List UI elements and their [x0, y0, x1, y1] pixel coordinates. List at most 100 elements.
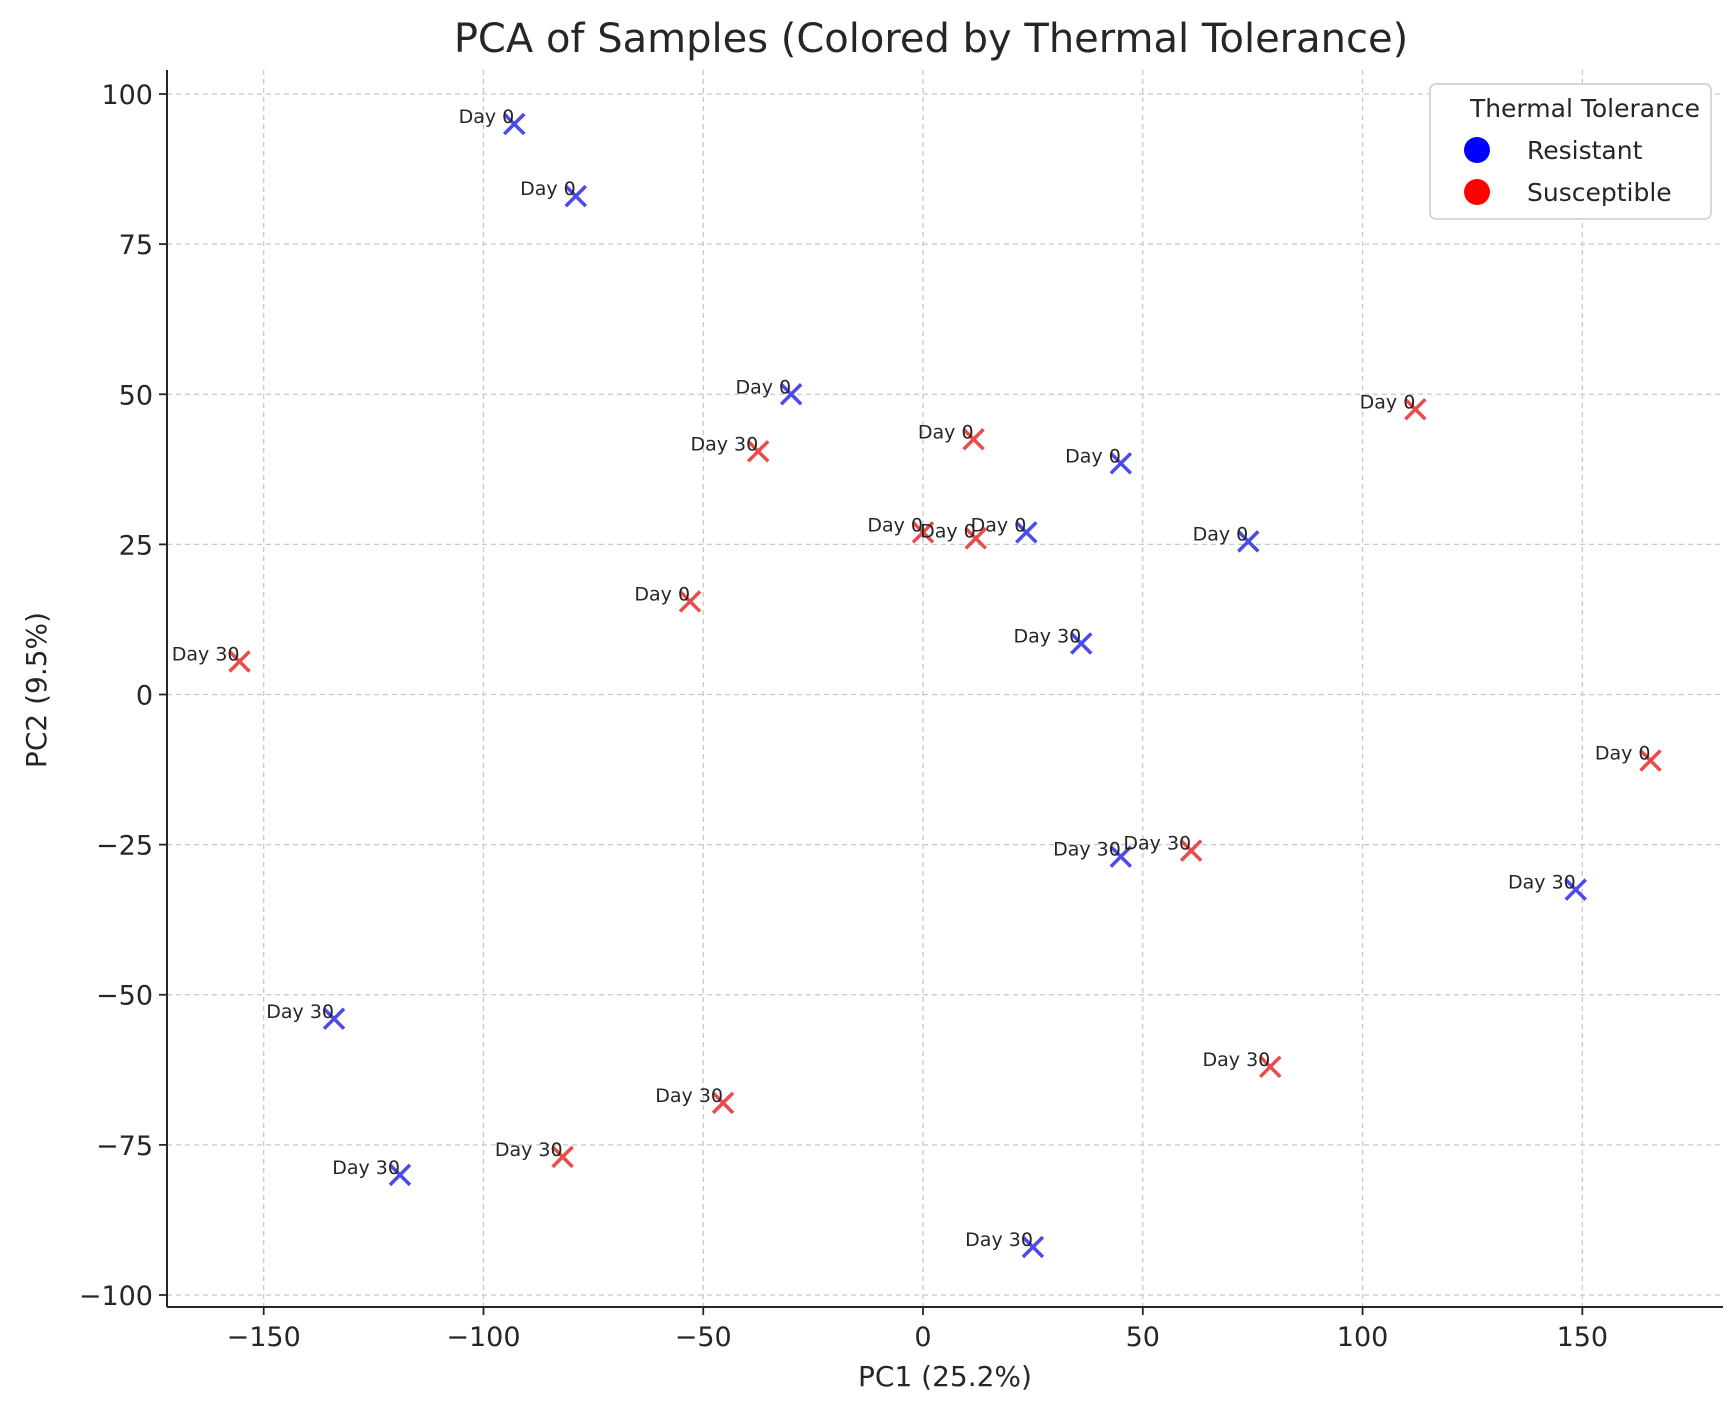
data-point-label: Day 30: [1203, 1049, 1271, 1071]
y-tick-label: −100: [79, 1281, 153, 1312]
x-tick-label: 0: [914, 1322, 931, 1353]
marker-stroke: [779, 383, 803, 406]
marker-stroke: [1237, 530, 1260, 553]
marker-stroke: [678, 590, 702, 613]
data-point-label: Day 0: [1065, 445, 1121, 467]
legend-marker-susceptible: [1464, 179, 1490, 205]
marker-stroke: [322, 1007, 346, 1031]
data-point-marker: [1564, 878, 1587, 901]
data-point-marker: [564, 184, 588, 208]
marker-stroke: [1021, 1235, 1045, 1259]
data-point-marker: [746, 440, 770, 463]
data-point-marker: [964, 527, 988, 550]
x-axis-label: PC1 (25.2%): [858, 1360, 1032, 1393]
data-point-marker: [228, 650, 251, 673]
y-tick-label: 0: [136, 681, 153, 712]
y-tick-label: −75: [96, 1131, 153, 1162]
data-point-marker: [962, 428, 985, 451]
marker-stroke: [503, 112, 526, 136]
data-point-marker: [1259, 1055, 1282, 1079]
data-point-label: Day 0: [1193, 523, 1249, 545]
marker-stroke: [564, 184, 588, 208]
y-tick-label: 25: [119, 530, 153, 561]
marker-stroke: [1259, 1055, 1282, 1079]
legend: Thermal Tolerance Resistant Susceptible: [1429, 83, 1712, 220]
y-axis-label: PC2 (9.5%): [20, 612, 53, 768]
data-point-label: Day 0: [867, 514, 923, 536]
data-point-label: Day 0: [1360, 391, 1416, 413]
y-tick-label: −25: [96, 831, 153, 862]
marker-stroke: [711, 1091, 735, 1115]
marker-stroke: [1109, 845, 1133, 868]
data-point-marker: [388, 1163, 412, 1187]
data-point-marker: [322, 1007, 346, 1031]
data-point-marker: [1109, 452, 1133, 475]
x-tick-label: 100: [1337, 1322, 1389, 1353]
x-tick-label: −50: [675, 1322, 732, 1353]
data-point-marker: [1237, 530, 1260, 553]
chart-title: PCA of Samples (Colored by Thermal Toler…: [454, 16, 1408, 62]
marker-stroke: [962, 428, 985, 451]
data-point-marker: [1109, 845, 1133, 868]
marker-stroke: [228, 650, 251, 673]
data-point-label: Day 30: [965, 1229, 1033, 1251]
marker-stroke: [1639, 749, 1662, 772]
marker-stroke: [1404, 398, 1427, 421]
legend-marker-resistant: [1464, 137, 1490, 163]
data-point-label: Day 30: [1508, 872, 1576, 894]
marker-stroke: [746, 440, 770, 463]
x-tick-label: 150: [1557, 1322, 1609, 1353]
x-tick-label: 50: [1126, 1322, 1160, 1353]
data-point-label: Day 30: [655, 1085, 723, 1107]
marker-stroke: [1109, 452, 1133, 475]
data-point-marker: [1404, 398, 1427, 421]
data-point-label: Day 0: [459, 106, 515, 128]
legend-label-susceptible: Susceptible: [1527, 178, 1672, 207]
data-point-marker: [779, 383, 803, 406]
marker-stroke: [1564, 878, 1587, 901]
axes: [166, 70, 1723, 1308]
data-point-label: Day 0: [920, 520, 976, 542]
data-point-marker: [503, 112, 526, 136]
data-point-label: Day 0: [736, 376, 792, 398]
data-point-label: Day 30: [266, 1001, 334, 1023]
x-tick-label: −150: [227, 1322, 301, 1353]
x-axis-ticks: −150 −100 −50 0 50 100 150: [227, 1307, 1609, 1353]
data-point-label: Day 30: [690, 433, 758, 455]
data-point-marker: [711, 1091, 735, 1115]
legend-label-resistant: Resistant: [1527, 136, 1643, 165]
y-tick-label: −50: [96, 981, 153, 1012]
data-point-label: Day 30: [1053, 839, 1121, 861]
data-point-label: Day 30: [1014, 625, 1082, 647]
data-point-label: Day 0: [1595, 743, 1651, 765]
data-point-marker: [1639, 749, 1662, 772]
marker-stroke: [911, 521, 935, 544]
data-point-label: Day 30: [495, 1139, 563, 1161]
data-point-marker: [1021, 1235, 1045, 1259]
data-point-marker: [1015, 521, 1038, 544]
marker-stroke: [1070, 632, 1093, 655]
marker-stroke: [388, 1163, 412, 1187]
data-point-label: Day 0: [634, 583, 690, 605]
y-tick-label: 50: [119, 380, 153, 411]
grid: [167, 70, 1723, 1307]
y-axis-ticks: −100 −75 −50 −25 0 25 50 75 100: [79, 80, 167, 1312]
marker-stroke: [964, 527, 988, 550]
marker-stroke: [1015, 521, 1038, 544]
data-point-label: Day 30: [172, 643, 240, 665]
data-point-label: Day 30: [1123, 833, 1191, 855]
data-point-label: Day 0: [520, 178, 576, 200]
marker-stroke: [1179, 839, 1203, 862]
data-point-label: Day 30: [332, 1157, 400, 1179]
data-point-marker: [678, 590, 702, 613]
data-point-marker: [1179, 839, 1203, 862]
legend-box: [1429, 83, 1712, 220]
data-point-marker: [911, 521, 935, 544]
data-point-marker: [1070, 632, 1093, 655]
y-tick-label: 75: [119, 230, 153, 261]
legend-title: Thermal Tolerance: [1469, 94, 1700, 123]
